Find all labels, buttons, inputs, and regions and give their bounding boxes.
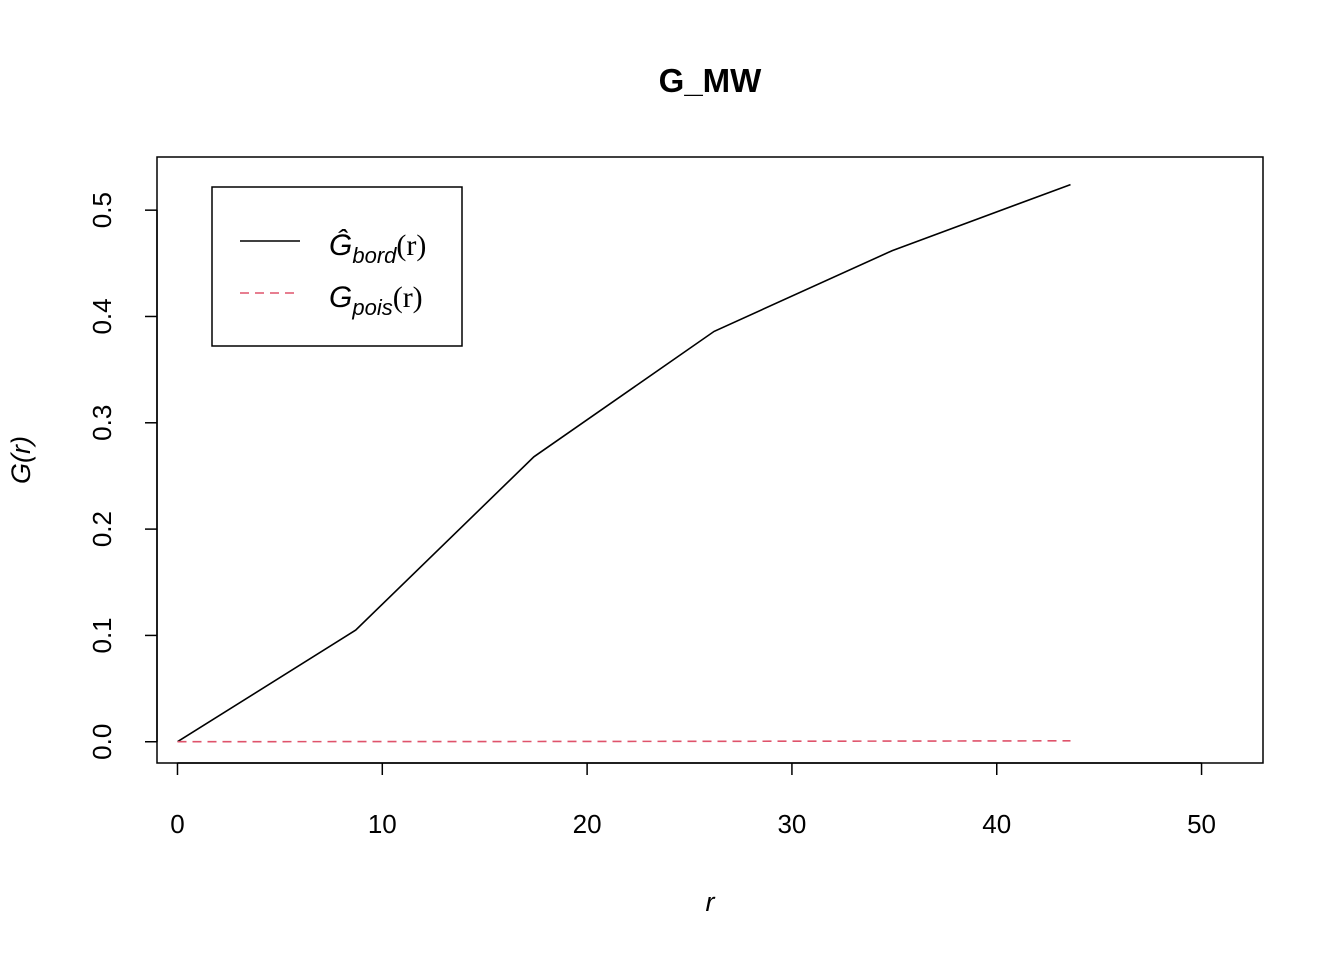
- x-tick-label: 0: [170, 809, 184, 839]
- y-tick-label: 0.4: [87, 298, 117, 334]
- series-layer: [177, 183, 1071, 743]
- y-axis: 0.0 0.1 0.2 0.3 0.4 0.5: [87, 192, 158, 760]
- legend-label-1: Gpois(r): [329, 281, 423, 320]
- x-tick-label: 30: [777, 809, 806, 839]
- legend-label-0: Ĝbord(r): [329, 228, 426, 268]
- x-tick-label: 40: [982, 809, 1011, 839]
- series-line-0: [177, 183, 1071, 743]
- x-tick-label: 20: [573, 809, 602, 839]
- y-tick-label: 0.5: [87, 192, 117, 228]
- x-tick-label: 10: [368, 809, 397, 839]
- y-tick-label: 0.1: [87, 617, 117, 653]
- y-tick-label: 0.0: [87, 724, 117, 760]
- y-tick-label: 0.3: [87, 405, 117, 441]
- y-axis-label: G(r): [6, 436, 36, 484]
- x-axis: 0 10 20 30 40 50: [170, 762, 1216, 839]
- chart-title: G_MW: [659, 62, 763, 99]
- series-line-1: [177, 739, 1071, 743]
- x-tick-label: 50: [1187, 809, 1216, 839]
- y-tick-label: 0.2: [87, 511, 117, 547]
- legend: Ĝbord(r) Gpois(r): [211, 186, 463, 347]
- legend-box: [211, 186, 463, 347]
- x-axis-label: r: [706, 887, 716, 917]
